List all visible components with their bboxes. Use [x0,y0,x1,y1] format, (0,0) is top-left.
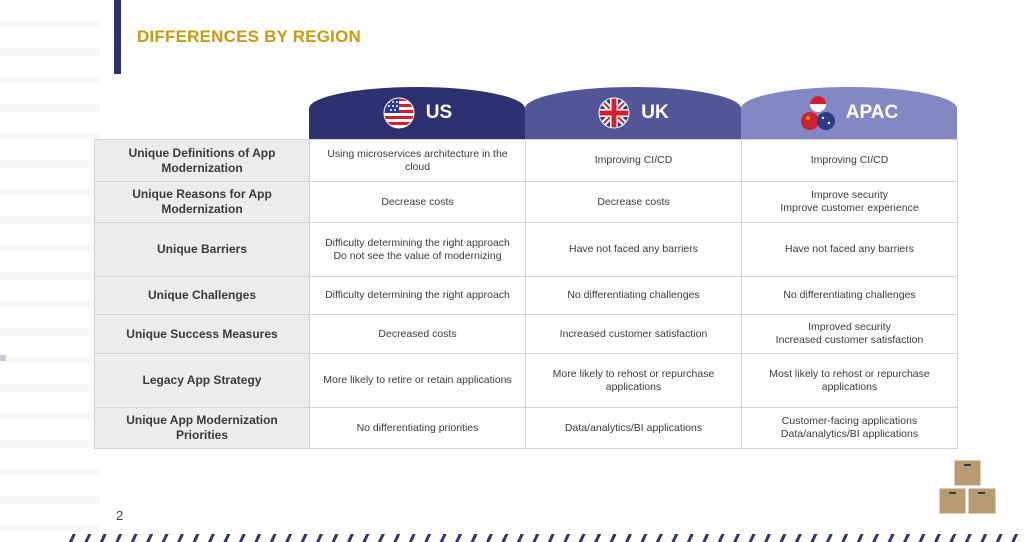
apac-flags-icon [800,94,836,132]
table-cell-apac: Customer-facing applications Data/analyt… [741,407,958,449]
table-cell-us: No differentiating priorities [309,407,526,449]
table-cell-uk: No differentiating challenges [525,276,742,315]
row-header: Unique Definitions of App Modernization [94,139,310,182]
table-cell-us: Using microservices architecture in the … [309,139,526,182]
row-header: Unique App Modernization Priorities [94,407,310,449]
left-dot-decoration [0,355,6,361]
region-label-apac: APAC [845,102,899,123]
table-cell-us: More likely to retire or retain applicat… [309,353,526,408]
row-header: Unique Challenges [94,276,310,315]
region-comparison-table: Unique Definitions of App Modernization … [94,139,958,449]
table-row: Unique Success Measures Decreased costs … [94,314,958,354]
table-cell-apac: No differentiating challenges [741,276,958,315]
table-cell-uk: Have not faced any barriers [525,222,742,277]
table-cell-apac: Improving CI/CD [741,139,958,182]
table-cell-uk: Increased customer satisfaction [525,314,742,354]
row-header: Legacy App Strategy [94,353,310,408]
table-row: Unique App Modernization Priorities No d… [94,407,958,449]
region-label-uk: UK [641,102,669,123]
table-cell-apac: Most likely to rehost or repurchase appl… [741,353,958,408]
stacked-boxes-icon [938,459,998,515]
table-cell-us: Difficulty determining the right approac… [309,222,526,277]
table-cell-uk: Decrease costs [525,181,742,223]
region-tab-uk: UK [525,87,741,139]
row-header: Unique Success Measures [94,314,310,354]
region-tab-apac: APAC [741,87,957,139]
page-title: DIFFERENCES BY REGION [137,27,361,46]
left-stripe-decoration [0,0,100,542]
table-cell-us: Decrease costs [309,181,526,223]
bottom-dash-border [66,534,1024,542]
table-cell-apac: Improve security Improve customer experi… [741,181,958,223]
table-cell-us: Decreased costs [309,314,526,354]
uk-flag-icon [597,96,631,130]
region-tab-us: US [309,87,525,139]
page-number: 2 [116,508,124,523]
table-cell-apac: Improved security Increased customer sat… [741,314,958,354]
table-cell-us: Difficulty determining the right approac… [309,276,526,315]
row-header: Unique Barriers [94,222,310,277]
row-header: Unique Reasons for App Modernization [94,181,310,223]
table-cell-apac: Have not faced any barriers [741,222,958,277]
table-row: Unique Reasons for App Modernization Dec… [94,181,958,223]
table-row: Unique Definitions of App Modernization … [94,139,958,182]
us-flag-icon [382,96,416,130]
title-accent-bar [114,0,121,74]
table-row: Legacy App Strategy More likely to retir… [94,353,958,408]
table-row: Unique Barriers Difficulty determining t… [94,222,958,277]
table-cell-uk: More likely to rehost or repurchase appl… [525,353,742,408]
table-cell-uk: Improving CI/CD [525,139,742,182]
table-cell-uk: Data/analytics/BI applications [525,407,742,449]
region-label-us: US [425,102,453,123]
table-row: Unique Challenges Difficulty determining… [94,276,958,315]
